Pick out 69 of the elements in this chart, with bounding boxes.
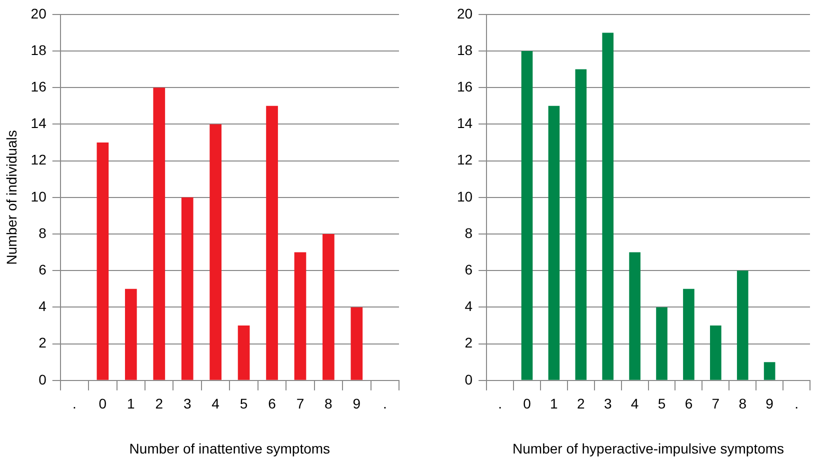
x-tick-label: 0 — [523, 396, 532, 412]
x-tick-label: 9 — [766, 396, 774, 412]
y-tick-label: 18 — [456, 42, 473, 58]
x-tick-label: 9 — [352, 396, 361, 412]
x-tick-label: 3 — [183, 396, 192, 412]
bar — [153, 88, 166, 380]
y-tick-label: 12 — [30, 152, 47, 168]
bar — [350, 307, 363, 380]
y-tick-label: 16 — [30, 78, 47, 94]
bar — [683, 288, 694, 380]
bar — [602, 32, 614, 380]
y-tick-label: 14 — [30, 115, 47, 132]
x-tick-label: . — [72, 396, 76, 412]
y-tick-label: 14 — [456, 115, 473, 132]
y-tick-label: 4 — [38, 298, 47, 314]
y-tick-label: 2 — [464, 334, 473, 351]
y-tick-label: 0 — [38, 371, 47, 388]
bar — [238, 326, 250, 380]
x-tick-label: . — [498, 396, 502, 412]
y-tick-label: 16 — [456, 78, 473, 94]
y-tick-label: 8 — [464, 224, 473, 241]
x-tick-label: 1 — [127, 396, 136, 412]
y-tick-label: 2 — [38, 334, 47, 351]
x-tick-label: . — [794, 396, 798, 412]
x-tick-label: 2 — [155, 396, 164, 412]
bar — [764, 362, 776, 380]
x-tick-label: 8 — [738, 396, 747, 412]
y-tick-label: 0 — [464, 371, 473, 388]
y-axis-title: Number of individuals — [3, 130, 20, 265]
y-tick-label: 4 — [464, 298, 473, 314]
x-tick-label: 1 — [550, 396, 558, 412]
x-tick-label: 0 — [98, 396, 107, 412]
x-tick-label: 8 — [324, 396, 333, 412]
y-tick-label: 10 — [456, 188, 473, 204]
x-tick-label: 5 — [658, 396, 666, 412]
x-axis-title: Number of hyperactive-impulsive symptoms — [512, 440, 784, 456]
x-tick-label: 4 — [212, 396, 220, 412]
y-tick-label: 20 — [30, 5, 47, 22]
bar — [124, 288, 137, 380]
x-tick-label: 5 — [240, 396, 248, 412]
y-tick-label: 20 — [456, 5, 473, 22]
bar — [294, 252, 306, 380]
bar — [521, 51, 533, 380]
x-tick-label: 6 — [684, 396, 693, 412]
bar — [548, 106, 560, 380]
x-tick-label: 4 — [630, 396, 639, 412]
bar — [656, 307, 668, 380]
y-tick-label: 6 — [38, 261, 47, 278]
bar — [96, 142, 109, 380]
x-tick-label: 2 — [577, 396, 586, 412]
y-tick-label: 10 — [30, 188, 47, 204]
y-tick-label: 8 — [38, 224, 47, 241]
bar — [266, 106, 278, 380]
y-tick-label: 6 — [464, 261, 473, 278]
x-axis-title: Number of inattentive symptoms — [129, 440, 330, 456]
y-tick-label: 12 — [456, 152, 473, 168]
y-tick-label: 18 — [30, 42, 47, 58]
bar — [210, 124, 222, 380]
bar — [736, 270, 748, 380]
bar — [181, 197, 194, 380]
x-tick-label: 6 — [268, 396, 276, 412]
x-tick-label: 7 — [712, 396, 720, 412]
x-tick-label: 7 — [296, 396, 304, 412]
x-tick-label: . — [382, 396, 387, 412]
bar — [322, 234, 334, 380]
bar — [710, 326, 722, 380]
bar — [575, 69, 587, 380]
bar — [629, 252, 640, 380]
x-tick-label: 3 — [604, 396, 612, 412]
